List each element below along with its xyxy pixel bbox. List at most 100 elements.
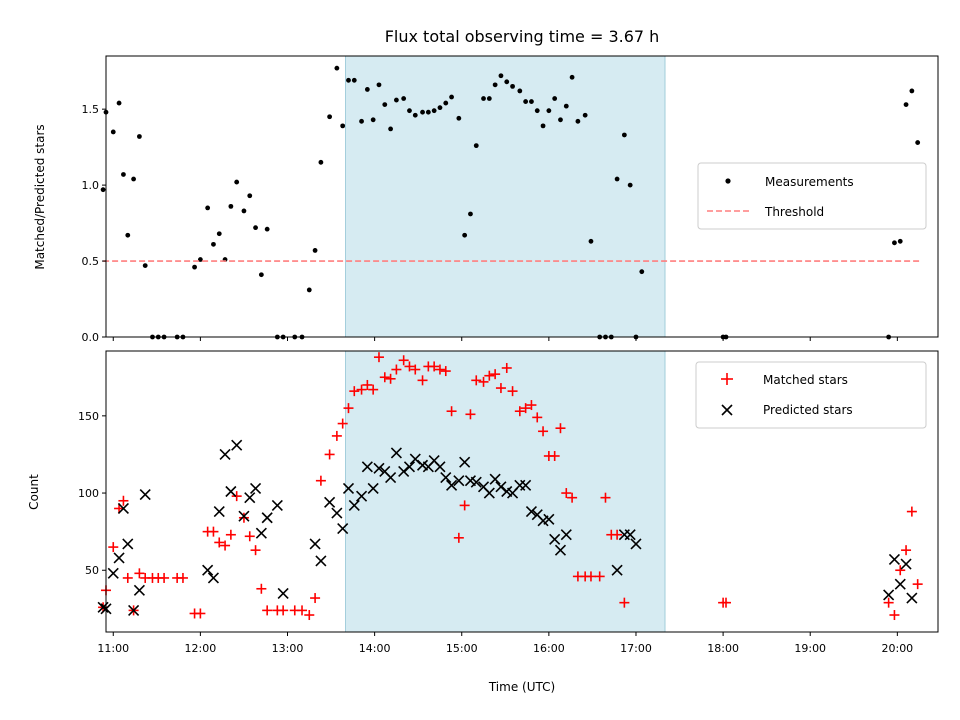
measurement-point <box>558 117 563 123</box>
matched-star-point <box>391 364 402 375</box>
top-y-tick-label: 1.5 <box>82 103 100 116</box>
matched-star-point <box>417 375 428 386</box>
matched-star-point <box>453 532 464 543</box>
measurement-point <box>534 108 540 114</box>
matched-star-point <box>304 610 315 621</box>
matched-star-point <box>600 492 611 503</box>
measurement-point <box>468 211 473 217</box>
measurement-point <box>125 232 131 238</box>
legend-predicted-marker <box>721 404 733 416</box>
predicted-star-point <box>337 522 349 535</box>
matched-star-point <box>895 565 906 576</box>
measurement-point <box>364 87 370 92</box>
matched-star-point <box>310 593 321 604</box>
matched-star-point <box>532 412 543 423</box>
matched-star-point <box>250 545 261 556</box>
matched-star-point <box>555 423 566 434</box>
measurement-point <box>388 126 393 132</box>
measurement-point <box>897 238 903 244</box>
matched-star-point <box>177 572 188 583</box>
predicted-star-point <box>113 552 125 564</box>
measurement-point <box>892 240 897 246</box>
predicted-star-point <box>543 513 555 525</box>
measurement-point <box>449 94 454 100</box>
matched-star-point <box>356 384 367 395</box>
measurement-point <box>498 73 504 79</box>
measurement-point <box>234 179 240 185</box>
predicted-star-point <box>331 507 343 519</box>
predicted-star-point <box>434 461 446 473</box>
predicted-star-point <box>459 456 471 468</box>
measurement-point <box>412 112 418 118</box>
predicted-star-point <box>324 496 336 508</box>
predicted-star-point <box>398 465 410 477</box>
measurement-point <box>588 238 594 244</box>
measurement-point <box>420 109 425 115</box>
measurement-point <box>437 105 443 111</box>
matched-star-point <box>278 605 289 616</box>
matched-star-point <box>429 361 440 372</box>
measurement-point <box>627 182 633 188</box>
measurement-point <box>116 100 122 106</box>
matched-star-point <box>410 364 421 375</box>
measurement-point <box>569 74 575 80</box>
measurement-point <box>540 123 546 129</box>
matched-star-point <box>612 529 623 540</box>
matched-star-point <box>349 386 360 397</box>
matched-star-point <box>159 572 170 583</box>
measurement-point <box>346 77 351 83</box>
matched-star-point <box>362 379 373 390</box>
matched-star-point <box>404 361 415 372</box>
matched-star-point <box>238 512 249 523</box>
predicted-star-point <box>255 527 267 539</box>
predicted-star-point <box>361 461 373 473</box>
predicted-star-point <box>219 448 231 461</box>
matched-star-point <box>619 597 630 608</box>
measurement-point <box>264 226 270 232</box>
measurement-point <box>197 257 203 262</box>
predicted-star-point <box>390 447 402 459</box>
predicted-star-point <box>213 506 225 518</box>
matched-star-point <box>567 492 578 503</box>
predicted-star-point <box>520 479 532 491</box>
predicted-star-point <box>630 538 642 550</box>
predicted-star-point <box>202 564 214 576</box>
measurement-point <box>492 82 498 88</box>
matched-star-point <box>520 403 531 414</box>
matched-star-point <box>324 449 335 460</box>
x-tick-label: 16:00 <box>533 642 565 655</box>
predicted-star-point <box>309 538 321 550</box>
measurement-point <box>253 225 258 231</box>
measurement-point <box>142 263 148 269</box>
measurement-point <box>915 140 921 145</box>
predicted-star-point <box>495 481 507 493</box>
matched-star-point <box>514 406 525 417</box>
bottom-panel: 50 100 150 11:00 12:00 13:00 14:00 15:00 16:00 17… <box>27 350 939 694</box>
measurement-point <box>529 99 534 104</box>
top-y-tick-label: 0.5 <box>82 255 100 268</box>
predicted-star-point <box>446 479 458 491</box>
measurement-point <box>582 112 588 118</box>
matched-star-point <box>538 426 549 437</box>
top-legend: Measurements Threshold <box>697 162 927 230</box>
measurement-point <box>241 208 247 214</box>
predicted-star-point <box>238 510 250 522</box>
top-y-tick-label: 0.0 <box>82 331 100 344</box>
predicted-star-point <box>403 461 416 473</box>
matched-star-point <box>398 355 409 366</box>
predicted-star-point <box>453 475 465 487</box>
measurement-point <box>903 102 909 108</box>
x-tick-label: 15:00 <box>446 642 478 655</box>
legend-matched-marker <box>721 373 733 385</box>
legend-measurements-marker <box>725 178 731 184</box>
predicted-star-point <box>139 489 151 501</box>
predicted-star-point <box>611 564 623 576</box>
matched-star-point <box>478 376 489 387</box>
measurement-point <box>486 96 492 101</box>
predicted-star-point <box>624 529 636 541</box>
measurement-point <box>504 79 510 85</box>
measurement-point <box>481 96 486 101</box>
legend-threshold-label: Threshold <box>764 205 824 219</box>
matched-star-point <box>244 531 255 542</box>
